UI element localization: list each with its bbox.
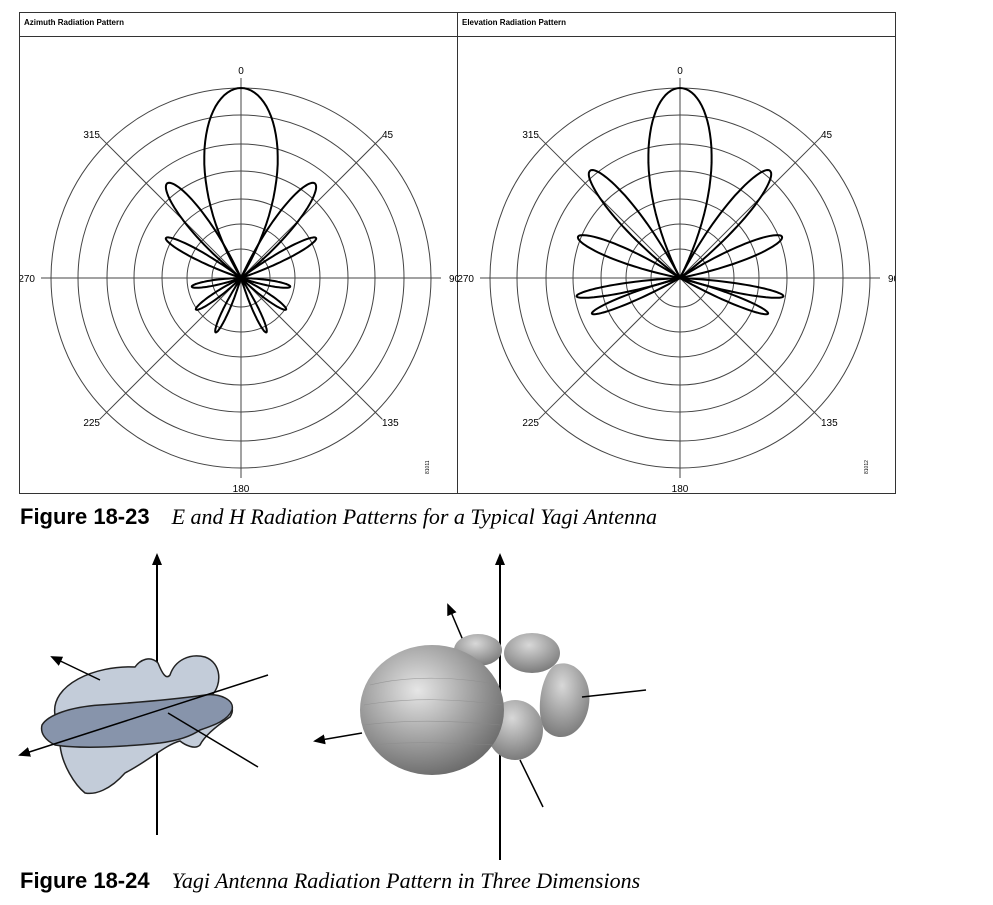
elevation-polar-plot: 0 45 90 135 180 225 270 315 81012 [458, 37, 895, 494]
side-lobe [540, 663, 590, 737]
angle-label-135: 135 [382, 418, 399, 429]
radiation-lobe [215, 278, 241, 332]
radiation-lobe [241, 278, 290, 288]
polar-plots-figure: Azimuth Radiation Pattern 0 45 90 135 180 225… [19, 12, 896, 494]
three-d-solid-pattern [315, 555, 646, 860]
figure-caption-text: E and H Radiation Patterns for a Typical… [172, 504, 657, 529]
figure-id-label: 81011 [425, 460, 431, 474]
elevation-panel: Elevation Radiation Pattern 0 45 90 135 180 2… [458, 13, 895, 493]
three-d-patterns [0, 545, 993, 865]
figure-number: Figure 18-24 [20, 868, 150, 893]
figure-caption-text: Yagi Antenna Radiation Pattern in Three … [172, 868, 641, 893]
angle-label-315: 315 [522, 130, 539, 141]
angle-label-0: 0 [677, 66, 683, 77]
angle-label-180: 180 [233, 484, 250, 494]
angle-label-315: 315 [83, 130, 100, 141]
azimuth-polar-plot: 0 45 90 135 180 225 270 315 81011 [20, 37, 458, 494]
angle-label-270: 270 [20, 274, 35, 285]
angle-label-225: 225 [83, 418, 100, 429]
upper-lobe [504, 633, 560, 673]
x-axis-arrow [315, 733, 362, 741]
angle-label-90: 90 [888, 274, 895, 285]
main-lobe [360, 645, 504, 775]
azimuth-panel: Azimuth Radiation Pattern 0 45 90 135 180 225… [20, 13, 458, 493]
angle-label-180: 180 [672, 484, 689, 494]
angle-label-225: 225 [522, 418, 539, 429]
angle-label-270: 270 [458, 274, 474, 285]
angle-label-0: 0 [238, 66, 244, 77]
figure-number: Figure 18-23 [20, 504, 150, 529]
figure-caption-1: Figure 18-23 E and H Radiation Patterns f… [20, 504, 657, 530]
radiation-lobe [192, 278, 241, 288]
radiation-lobe [241, 278, 267, 332]
figure-id-label: 81012 [864, 460, 870, 474]
x-axis-line [582, 690, 646, 697]
figure-caption-2: Figure 18-24 Yagi Antenna Radiation Patte… [20, 868, 640, 894]
three-d-plane-pattern [20, 555, 268, 835]
angle-label-90: 90 [449, 274, 458, 285]
angle-label-45: 45 [821, 130, 833, 141]
azimuth-panel-title: Azimuth Radiation Pattern [20, 13, 457, 37]
main-lobe-arrow [52, 657, 100, 680]
elevation-panel-title: Elevation Radiation Pattern [458, 13, 895, 37]
z-axis-line [520, 760, 543, 807]
angle-label-45: 45 [382, 130, 394, 141]
angle-label-135: 135 [821, 418, 838, 429]
